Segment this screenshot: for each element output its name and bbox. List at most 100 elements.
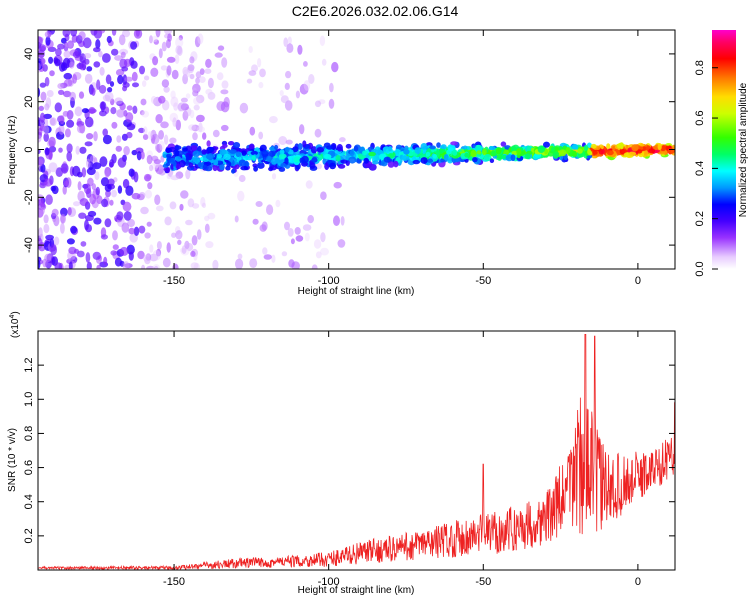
noise-blob (74, 106, 83, 117)
noise-blob (109, 159, 115, 168)
noise-blob (50, 244, 57, 256)
noise-blob (164, 216, 172, 226)
snr-xtick-label: -150 (163, 576, 185, 588)
noise-blob (104, 166, 110, 178)
band-blob (483, 154, 492, 162)
noise-blob (79, 198, 89, 207)
noise-blob (63, 50, 71, 59)
band-blob (403, 148, 410, 155)
noise-blob (314, 128, 322, 138)
noise-blob (86, 261, 92, 269)
noise-blob (62, 90, 72, 98)
noise-blob (248, 46, 253, 53)
noise-blob (216, 72, 224, 81)
noise-blob (51, 208, 59, 217)
snr-ytick-label: 0.8 (23, 426, 35, 441)
band-blob (356, 159, 362, 164)
band-blob (311, 156, 318, 162)
noise-blob (302, 224, 312, 231)
noise-blob (86, 167, 96, 176)
band-blob (537, 145, 546, 153)
band-blob (489, 158, 495, 163)
band-blob (279, 149, 285, 155)
noise-blob (220, 89, 229, 95)
band-blob (388, 146, 393, 152)
band-blob (671, 144, 675, 150)
noise-blob (43, 113, 52, 119)
noise-blob (38, 41, 41, 49)
noise-blob (337, 239, 346, 248)
noise-blob (59, 115, 65, 125)
noise-blob (190, 250, 196, 257)
noise-blob (125, 112, 134, 123)
noise-blob (78, 212, 87, 219)
noise-blob (140, 206, 149, 215)
band-blob (219, 163, 225, 171)
noise-blob (130, 41, 138, 50)
noise-blob (75, 145, 80, 155)
band-blob (229, 149, 237, 154)
band-blob (329, 162, 337, 170)
noise-blob (266, 204, 274, 215)
noise-blob (193, 97, 202, 105)
band-blob (648, 148, 656, 154)
band-blob (510, 154, 516, 162)
noise-blob (109, 199, 114, 206)
noise-blob (205, 241, 214, 249)
band-blob (372, 160, 379, 165)
noise-blob (38, 148, 41, 155)
noise-blob (221, 124, 229, 132)
noise-blob (182, 66, 189, 76)
noise-blob (92, 162, 102, 170)
band-blob (323, 153, 332, 160)
noise-blob (40, 58, 45, 67)
noise-blob (66, 143, 73, 153)
noise-blob (44, 178, 53, 187)
noise-blob (138, 127, 145, 134)
noise-blob (64, 128, 71, 138)
noise-blob (84, 141, 93, 147)
band-blob (241, 150, 247, 156)
noise-blob (252, 218, 259, 225)
noise-blob (106, 35, 112, 44)
band-blob (166, 162, 171, 167)
noise-blob (72, 74, 77, 84)
noise-blob (60, 222, 65, 234)
noise-blob (313, 239, 322, 249)
noise-blob (204, 215, 210, 222)
noise-blob (237, 253, 243, 260)
noise-blob (87, 210, 97, 217)
noise-blob (290, 238, 295, 245)
noise-blob (258, 131, 264, 140)
noise-blob (85, 224, 92, 233)
noise-blob (175, 119, 181, 131)
noise-blob (261, 221, 268, 231)
noise-blob (69, 61, 75, 69)
band-blob (590, 143, 597, 149)
noise-blob (151, 155, 159, 162)
noise-blob (340, 216, 345, 226)
noise-blob (160, 65, 168, 71)
band-blob (353, 145, 359, 152)
noise-blob (79, 146, 87, 154)
noise-blob (169, 112, 179, 123)
noise-blob (133, 171, 139, 183)
noise-blob (132, 82, 139, 88)
noise-blob (195, 77, 201, 84)
spectrogram-panel: -150 -100 -50 0 -40 -20 0 20 40 Height of straig… (7, 29, 676, 297)
noise-blob (82, 37, 92, 49)
band-blob (212, 164, 218, 172)
band-blob (256, 162, 265, 169)
band-blob (571, 143, 579, 150)
noise-blob (212, 259, 219, 269)
noise-blob (81, 108, 89, 114)
noise-blob (85, 116, 94, 128)
noise-blob (200, 196, 206, 207)
band-blob (284, 157, 289, 165)
noise-blob (170, 175, 180, 181)
noise-blob (196, 229, 202, 240)
noise-blob (154, 194, 161, 206)
noise-blob (162, 257, 171, 268)
noise-blob (153, 39, 159, 45)
